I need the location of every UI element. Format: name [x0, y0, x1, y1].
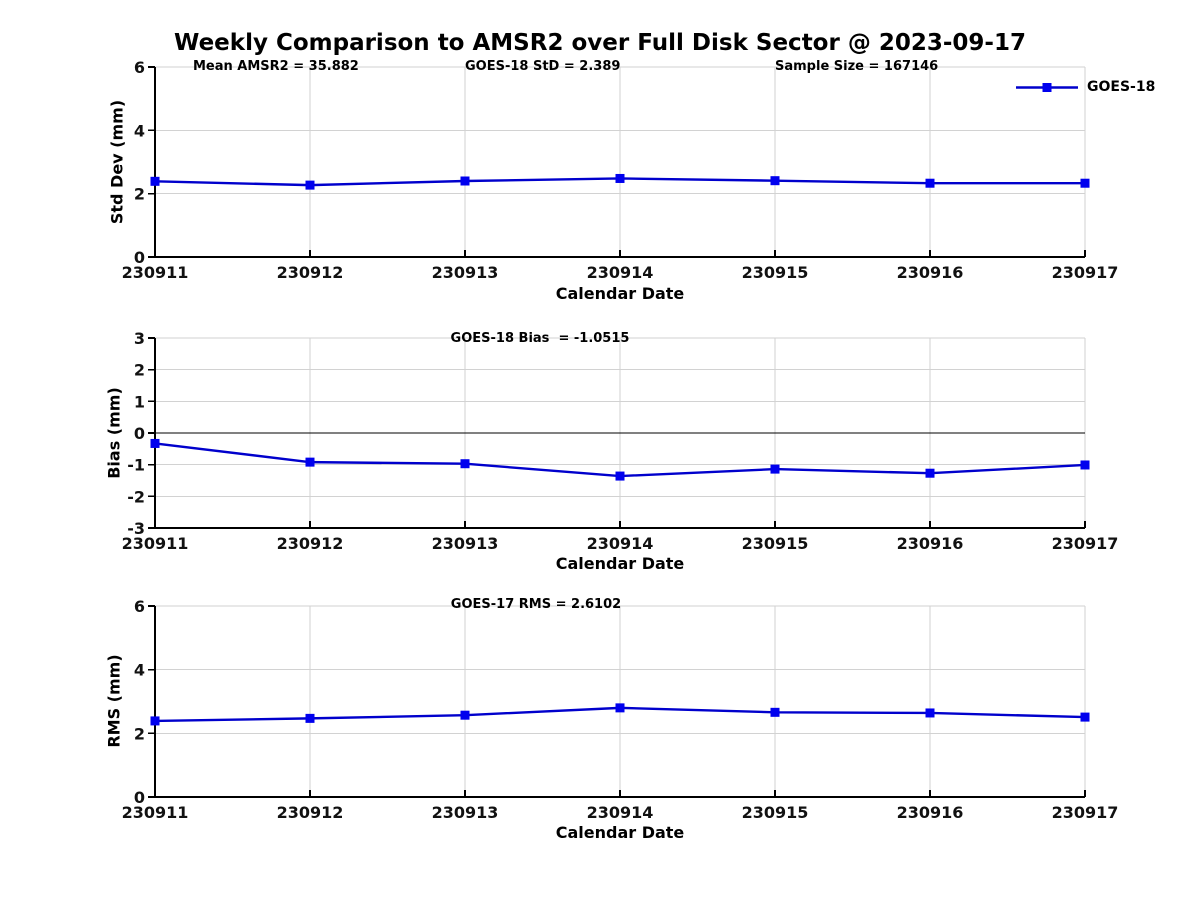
legend-marker: [1042, 83, 1052, 92]
x-tick-label: 230917: [1052, 803, 1119, 822]
x-tick-label: 230912: [277, 263, 344, 282]
x-tick-label: 230913: [432, 803, 499, 822]
annotation-sample-size: Sample Size = 167146: [775, 59, 939, 74]
legend-label: GOES-18: [1087, 79, 1156, 95]
y-tick-label: 4: [134, 661, 145, 680]
y-tick-label: 6: [134, 58, 145, 77]
data-point: [770, 464, 780, 474]
y-tick-label: -1: [127, 456, 145, 475]
y-tick-label: 0: [134, 248, 145, 267]
x-tick-label: 230913: [432, 263, 499, 282]
data-point: [925, 468, 935, 478]
y-tick-label: 2: [134, 185, 145, 204]
x-tick-label: 230915: [742, 263, 809, 282]
ylabel-rms: RMS (mm): [104, 654, 124, 748]
data-point: [150, 176, 160, 186]
x-tick-label: 230911: [122, 534, 189, 553]
ylabel-std-dev: Std Dev (mm): [107, 99, 127, 225]
y-tick-label: 4: [134, 121, 145, 140]
figure-title: Weekly Comparison to AMSR2 over Full Dis…: [174, 30, 1026, 56]
data-point: [305, 713, 315, 723]
y-tick-label: -3: [127, 519, 145, 538]
data-point: [770, 707, 780, 717]
legend: GOES-18: [1016, 79, 1155, 96]
data-point: [1080, 178, 1090, 188]
x-tick-label: 230912: [277, 803, 344, 822]
data-point: [1080, 460, 1090, 470]
data-point: [615, 173, 625, 183]
y-tick-label: 2: [134, 724, 145, 743]
ylabel-bias: Bias (mm): [104, 387, 124, 479]
y-tick-label: 2: [134, 361, 145, 380]
annotation-goes17-rms: GOES-17 RMS = 2.6102: [450, 597, 622, 612]
y-tick-label: 0: [134, 788, 145, 807]
y-tick-label: 6: [134, 597, 145, 616]
y-tick-label: 3: [134, 329, 145, 348]
legend-line-sample: [1016, 83, 1078, 92]
x-tick-label: 230917: [1052, 263, 1119, 282]
data-point: [305, 180, 315, 190]
data-point: [150, 716, 160, 726]
data-point: [615, 703, 625, 713]
x-tick-label: 230911: [122, 263, 189, 282]
annotation-goes18-bias: GOES-18 Bias = -1.0515: [450, 331, 630, 346]
y-tick-label: 0: [134, 424, 145, 443]
y-tick-label: -2: [127, 487, 145, 506]
data-point: [150, 438, 160, 448]
data-point: [460, 459, 470, 469]
x-tick-label: 230916: [897, 803, 964, 822]
x-tick-label: 230915: [742, 534, 809, 553]
x-tick-label: 230917: [1052, 534, 1119, 553]
x-tick-label: 230914: [587, 263, 654, 282]
data-point: [460, 176, 470, 186]
x-tick-label: 230916: [897, 534, 964, 553]
data-point: [925, 178, 935, 188]
x-tick-label: 230916: [897, 263, 964, 282]
x-tick-label: 230912: [277, 534, 344, 553]
xlabel-bias: Calendar Date: [555, 554, 685, 573]
x-tick-label: 230915: [742, 803, 809, 822]
x-tick-label: 230911: [122, 803, 189, 822]
x-tick-label: 230914: [587, 803, 654, 822]
data-point: [615, 471, 625, 481]
xlabel-std-dev: Calendar Date: [555, 284, 685, 303]
annotation-mean-amsr2: Mean AMSR2 = 35.882: [193, 59, 359, 74]
data-point: [305, 457, 315, 467]
data-point: [925, 708, 935, 718]
data-point: [770, 176, 780, 186]
annotation-goes18-std: GOES-18 StD = 2.389: [465, 59, 621, 74]
y-tick-label: 1: [134, 392, 145, 411]
x-tick-label: 230913: [432, 534, 499, 553]
data-point: [460, 710, 470, 720]
data-point: [1080, 712, 1090, 722]
x-tick-label: 230914: [587, 534, 654, 553]
xlabel-rms: Calendar Date: [555, 823, 685, 842]
